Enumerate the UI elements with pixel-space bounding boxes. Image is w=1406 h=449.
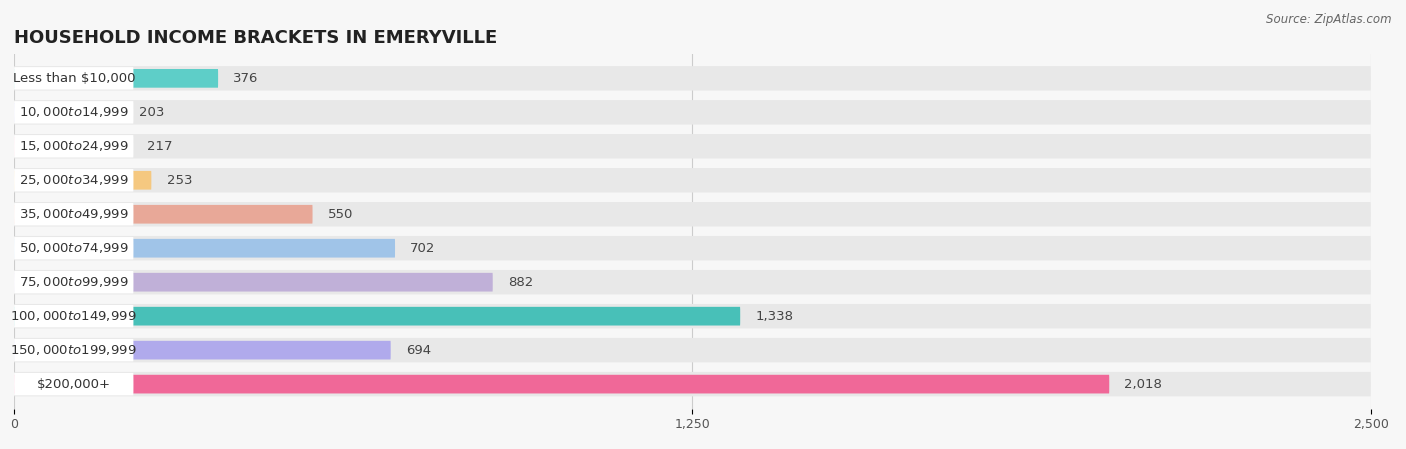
FancyBboxPatch shape [14, 69, 218, 88]
FancyBboxPatch shape [14, 135, 134, 158]
Text: $200,000+: $200,000+ [37, 378, 111, 391]
FancyBboxPatch shape [14, 203, 134, 225]
FancyBboxPatch shape [14, 202, 1371, 226]
FancyBboxPatch shape [14, 270, 1371, 295]
FancyBboxPatch shape [14, 307, 740, 326]
Text: 694: 694 [406, 343, 432, 357]
FancyBboxPatch shape [14, 171, 152, 189]
Text: $10,000 to $14,999: $10,000 to $14,999 [18, 106, 128, 119]
FancyBboxPatch shape [14, 101, 134, 123]
FancyBboxPatch shape [14, 375, 1109, 393]
Text: 550: 550 [328, 208, 353, 221]
FancyBboxPatch shape [14, 239, 395, 258]
Text: $25,000 to $34,999: $25,000 to $34,999 [18, 173, 128, 187]
FancyBboxPatch shape [14, 168, 1371, 193]
FancyBboxPatch shape [14, 100, 1371, 124]
Text: 217: 217 [148, 140, 173, 153]
Text: Less than $10,000: Less than $10,000 [13, 72, 135, 85]
FancyBboxPatch shape [14, 373, 134, 395]
Text: $75,000 to $99,999: $75,000 to $99,999 [18, 275, 128, 289]
FancyBboxPatch shape [14, 66, 1371, 91]
FancyBboxPatch shape [14, 271, 134, 293]
FancyBboxPatch shape [14, 305, 134, 327]
FancyBboxPatch shape [14, 137, 132, 156]
FancyBboxPatch shape [14, 205, 312, 224]
FancyBboxPatch shape [14, 67, 134, 89]
FancyBboxPatch shape [14, 103, 124, 122]
FancyBboxPatch shape [14, 273, 492, 291]
FancyBboxPatch shape [14, 372, 1371, 396]
Text: 702: 702 [411, 242, 436, 255]
FancyBboxPatch shape [14, 339, 134, 361]
Text: $15,000 to $24,999: $15,000 to $24,999 [18, 139, 128, 153]
Text: Source: ZipAtlas.com: Source: ZipAtlas.com [1267, 13, 1392, 26]
Text: HOUSEHOLD INCOME BRACKETS IN EMERYVILLE: HOUSEHOLD INCOME BRACKETS IN EMERYVILLE [14, 29, 498, 47]
FancyBboxPatch shape [14, 237, 134, 260]
Text: 2,018: 2,018 [1125, 378, 1163, 391]
Text: 882: 882 [508, 276, 533, 289]
FancyBboxPatch shape [14, 134, 1371, 158]
FancyBboxPatch shape [14, 341, 391, 360]
Text: 253: 253 [166, 174, 193, 187]
Text: $50,000 to $74,999: $50,000 to $74,999 [18, 241, 128, 255]
Text: $100,000 to $149,999: $100,000 to $149,999 [10, 309, 136, 323]
Text: 1,338: 1,338 [755, 310, 793, 323]
FancyBboxPatch shape [14, 338, 1371, 362]
FancyBboxPatch shape [14, 169, 134, 191]
Text: 203: 203 [139, 106, 165, 119]
FancyBboxPatch shape [14, 236, 1371, 260]
FancyBboxPatch shape [14, 304, 1371, 328]
Text: 376: 376 [233, 72, 259, 85]
Text: $150,000 to $199,999: $150,000 to $199,999 [10, 343, 136, 357]
Text: $35,000 to $49,999: $35,000 to $49,999 [18, 207, 128, 221]
